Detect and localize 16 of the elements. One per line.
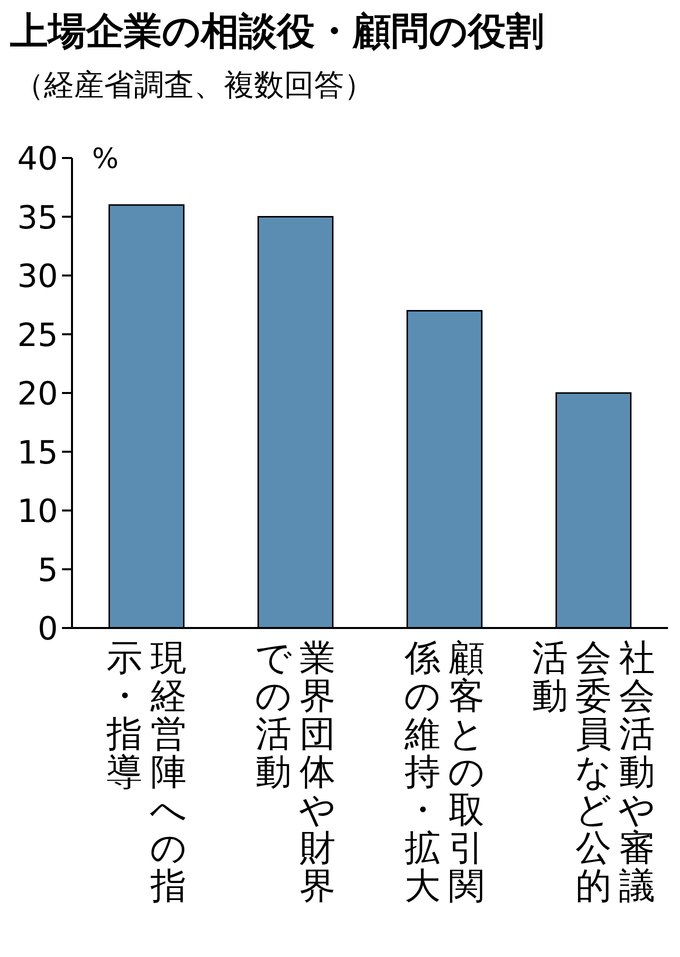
y-axis-title: % bbox=[92, 142, 119, 176]
y-tick-label: 10 bbox=[17, 492, 58, 530]
y-tick-label: 25 bbox=[17, 316, 58, 354]
y-tick-label: 40 bbox=[17, 140, 58, 178]
y-tick-label: 5 bbox=[38, 550, 58, 589]
category-label: 顧客との取引関係の維持・拡大 bbox=[404, 639, 485, 907]
chart-title: 上場企業の相談役・顧問の役割 bbox=[10, 9, 544, 53]
y-tick-label: 0 bbox=[38, 610, 58, 648]
y-tick-label: 30 bbox=[17, 257, 58, 296]
y-tick-label: 35 bbox=[17, 198, 58, 236]
category-label: 社会活動や審議会委員など公的活動 bbox=[532, 639, 656, 907]
chart-subtitle: （経産省調査、複数回答） bbox=[14, 68, 374, 103]
category-label: 現経営陣への指示・指導 bbox=[106, 639, 187, 907]
y-tick-label: 15 bbox=[17, 433, 58, 472]
category-label: 業界団体や財界での活動 bbox=[255, 639, 336, 907]
y-tick-label: 20 bbox=[17, 374, 58, 413]
